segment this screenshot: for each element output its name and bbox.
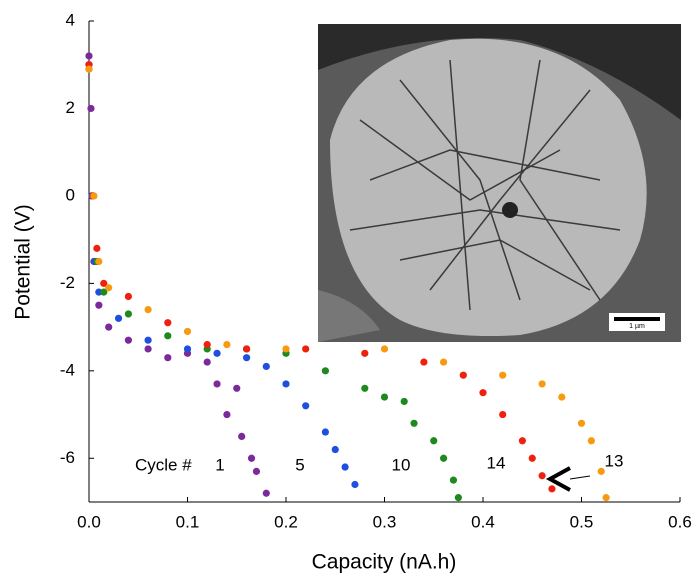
arrow	[545, 466, 571, 492]
data-point	[124, 292, 132, 301]
data-point	[238, 432, 246, 441]
data-point	[247, 454, 256, 462]
data-point	[282, 380, 290, 388]
data-point	[100, 279, 108, 287]
data-point	[331, 445, 339, 454]
data-point	[95, 301, 103, 309]
data-point	[93, 244, 101, 252]
data-point	[361, 349, 369, 357]
data-point	[124, 336, 132, 344]
data-point	[282, 345, 290, 353]
data-point	[459, 371, 467, 379]
data-point	[302, 345, 310, 353]
data-point	[454, 494, 462, 502]
x-tick-label: 0.5	[570, 512, 594, 531]
data-point	[183, 345, 192, 353]
x-tick-label: 0.0	[77, 512, 101, 531]
data-point	[499, 410, 507, 419]
data-point	[499, 371, 507, 379]
data-point	[602, 494, 610, 502]
data-point	[262, 362, 270, 371]
series-label: 1	[215, 455, 224, 474]
data-point	[341, 463, 349, 471]
data-point	[321, 428, 329, 436]
data-point	[380, 345, 389, 353]
data-point	[518, 437, 527, 445]
y-tick-label: 4	[66, 10, 75, 29]
data-point	[243, 354, 251, 362]
data-point	[479, 389, 487, 397]
data-point	[440, 454, 448, 462]
series-label: 10	[392, 455, 411, 474]
data-point	[430, 437, 438, 445]
data-point	[538, 472, 546, 480]
data-point	[87, 104, 95, 113]
y-tick-label: -6	[60, 448, 75, 467]
data-point	[203, 358, 211, 366]
data-point	[85, 52, 93, 60]
y-tick-label: -4	[60, 360, 75, 379]
data-point	[164, 332, 172, 340]
series-label: 13	[605, 451, 624, 470]
y-axis-title: Potential (V)	[12, 204, 35, 320]
annotation: Cycle #	[135, 455, 192, 474]
x-tick-label: 0.4	[471, 512, 495, 531]
x-axis-title: Capacity (nA.h)	[312, 551, 457, 574]
series-label: 14	[487, 453, 506, 472]
data-point	[144, 336, 152, 344]
data-point	[85, 65, 93, 73]
data-point	[223, 340, 231, 349]
data-point	[528, 454, 536, 462]
data-point	[400, 397, 408, 406]
x-tick-label: 0.1	[176, 512, 200, 531]
data-point	[203, 340, 211, 349]
scale-bar-label: 1 µm	[629, 323, 645, 330]
data-point	[213, 380, 221, 388]
data-point	[164, 319, 172, 327]
arrow-line	[569, 475, 591, 480]
data-point	[105, 323, 113, 331]
data-point	[95, 288, 103, 296]
data-point	[183, 327, 192, 336]
data-point	[124, 310, 132, 318]
series-label: 5	[295, 455, 304, 474]
data-point	[380, 393, 389, 401]
inset-image: 1 µm	[318, 24, 681, 342]
data-point	[449, 476, 458, 484]
data-point	[558, 393, 566, 401]
y-tick-label: 2	[66, 98, 75, 117]
data-point	[144, 345, 152, 353]
data-point	[538, 380, 546, 388]
x-tick-label: 0.3	[373, 512, 397, 531]
data-point	[105, 284, 113, 292]
data-point	[351, 480, 359, 489]
x-tick-label: 0.2	[274, 512, 298, 531]
data-point	[410, 419, 418, 427]
data-point	[440, 358, 448, 366]
data-point	[114, 314, 123, 322]
data-point	[144, 306, 152, 314]
data-point	[252, 467, 261, 475]
data-point	[420, 358, 428, 366]
data-point	[302, 402, 310, 410]
data-point	[262, 489, 270, 497]
data-point	[597, 467, 605, 475]
x-tick-label: 0.6	[668, 512, 692, 531]
data-point	[233, 384, 241, 392]
data-point	[223, 410, 231, 419]
data-point	[95, 257, 103, 266]
data-point	[213, 349, 221, 357]
data-point	[577, 419, 586, 427]
data-point	[243, 345, 251, 353]
data-point	[548, 485, 556, 493]
data-point	[90, 192, 98, 200]
data-point	[100, 288, 108, 296]
data-point	[361, 384, 369, 392]
data-point	[587, 437, 595, 445]
data-point	[164, 354, 172, 362]
y-tick-label: -2	[60, 273, 75, 292]
y-tick-label: 0	[66, 185, 75, 204]
data-point	[321, 367, 329, 375]
